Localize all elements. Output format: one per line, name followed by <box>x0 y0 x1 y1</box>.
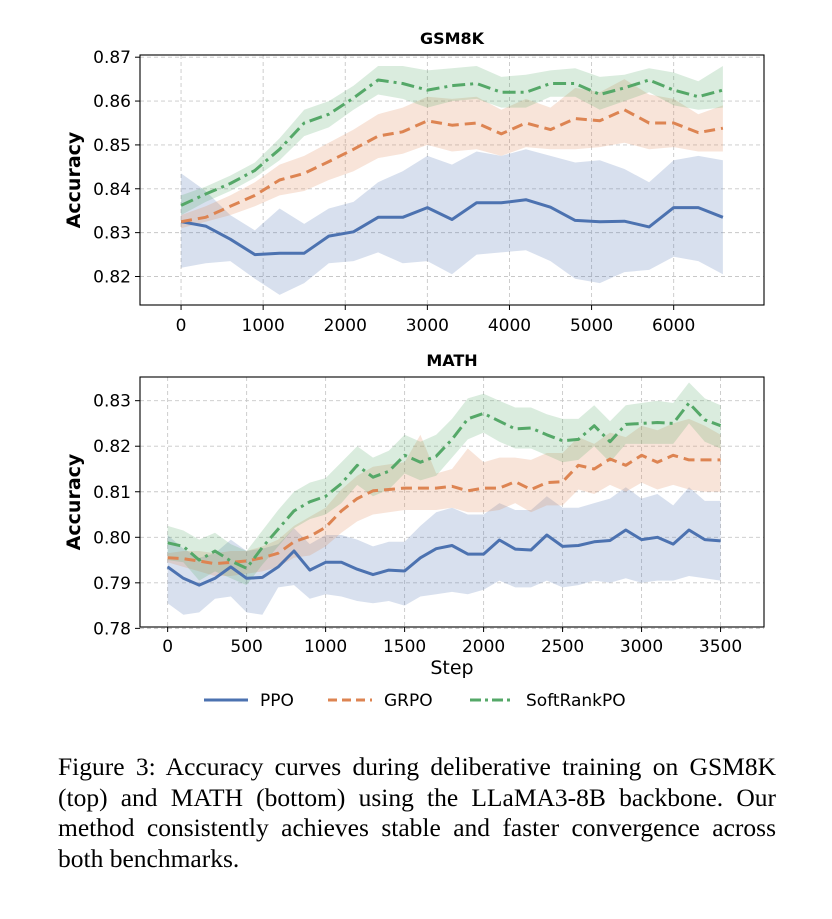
y-tick-label: 0.86 <box>93 92 131 112</box>
series-line-softrankpo <box>167 401 722 570</box>
x-tick-label: 500 <box>230 637 262 657</box>
axes-frame <box>139 376 765 628</box>
x-tick-label: 1000 <box>242 316 285 336</box>
x-tick-label: 3000 <box>406 316 449 336</box>
x-tick-label: 2000 <box>324 316 367 336</box>
y-tick-label: 0.84 <box>93 180 131 200</box>
x-tick-label: 4000 <box>488 316 531 336</box>
y-tick-label: 0.83 <box>93 224 131 244</box>
band-softrankpo <box>181 66 723 216</box>
chart-panel-2: 0 500 1000 1500 2000 2500 3000 3500 0.78 0.79 0.80… <box>63 351 765 679</box>
x-tick-label: 2500 <box>541 637 584 657</box>
x-tick-label: 0 <box>162 637 173 657</box>
y-tick-label: 0.82 <box>93 437 131 457</box>
grid <box>140 55 764 305</box>
series-line-grpo <box>167 453 721 566</box>
series-line-softrankpo <box>180 78 724 207</box>
band-softrankpo <box>167 382 721 586</box>
band-grpo <box>181 79 723 229</box>
x-tick-label: 1000 <box>304 637 347 657</box>
x-axis-label: Step <box>430 657 473 679</box>
x-tick-label: 6000 <box>652 316 695 336</box>
y-tick-label: 0.87 <box>93 48 131 68</box>
y-axis-label: Accuracy <box>63 453 85 550</box>
legend-label-softrankpo: SoftRankPO <box>526 691 626 711</box>
y-tick-label: 0.78 <box>93 619 131 639</box>
y-tick-label: 0.83 <box>93 392 131 412</box>
y-tick-label: 0.82 <box>93 267 131 287</box>
x-tick-label: 3500 <box>699 637 742 657</box>
chart-title: MATH <box>426 351 477 370</box>
series-line-grpo <box>180 108 724 224</box>
y-tick-label: 0.80 <box>93 528 131 548</box>
plot-area <box>180 66 724 295</box>
axes-frame <box>139 54 765 306</box>
band-ppo <box>181 149 723 295</box>
x-tick-label: 3000 <box>620 637 663 657</box>
legend-label-ppo: PPO <box>260 691 294 711</box>
series-line-ppo <box>166 528 721 587</box>
x-tick-label: 1500 <box>383 637 426 657</box>
legend-label-grpo: GRPO <box>384 691 433 711</box>
legend: PPO GRPO SoftRankPO <box>204 691 626 711</box>
chart-panel-1: 0 1000 2000 3000 4000 5000 6000 0.82 0.83 0.84 0.8… <box>63 29 765 336</box>
figure-caption: Figure 3: Accuracy curves during deliber… <box>58 752 776 873</box>
y-tick-label: 0.79 <box>93 574 131 594</box>
plot-area <box>166 382 722 615</box>
y-tick-label: 0.81 <box>93 483 131 503</box>
chart-title: GSM8K <box>420 29 485 48</box>
y-axis-label: Accuracy <box>63 131 85 228</box>
y-tick-label: 0.85 <box>93 136 131 156</box>
x-tick-label: 5000 <box>570 316 613 336</box>
band-ppo <box>167 487 721 615</box>
x-tick-label: 2000 <box>462 637 505 657</box>
x-tick-label: 0 <box>176 316 187 336</box>
series-line-ppo <box>180 198 724 257</box>
